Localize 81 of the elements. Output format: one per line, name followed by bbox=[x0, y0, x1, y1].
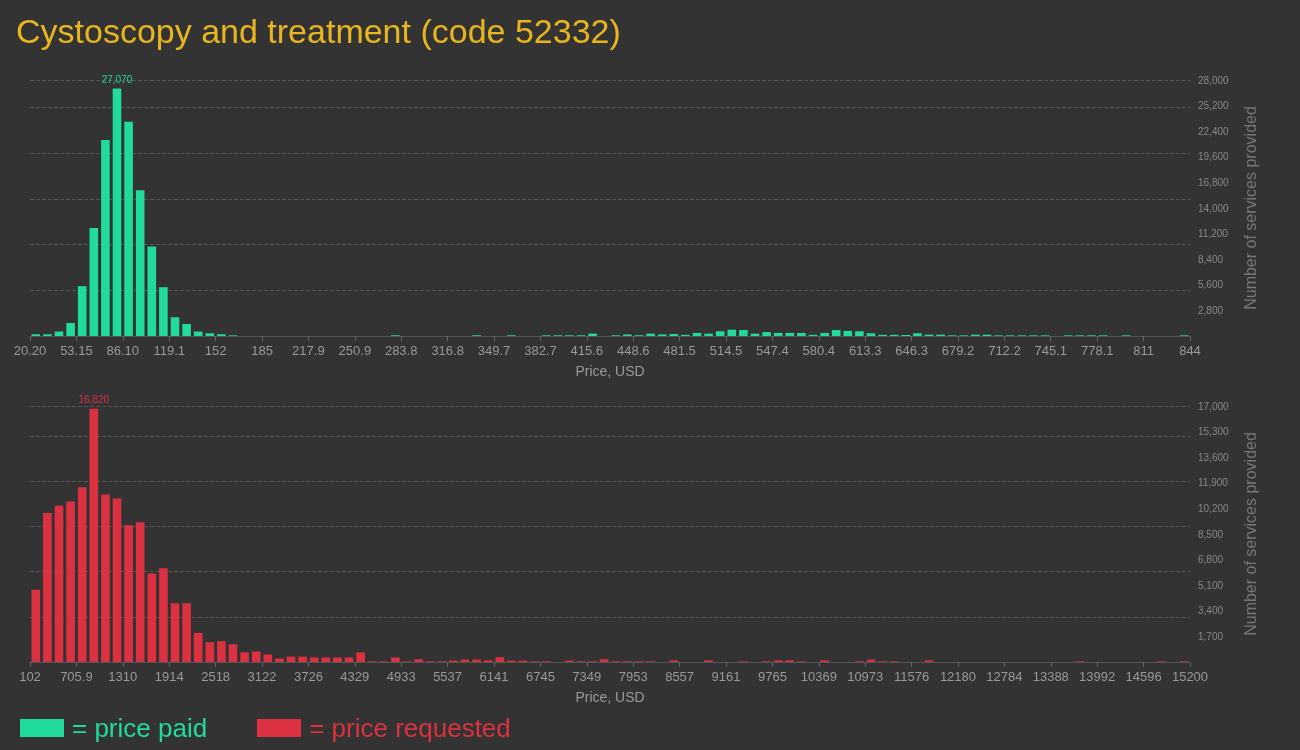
x-tick-label: 102 bbox=[19, 669, 41, 684]
x-tick-label: 119.1 bbox=[153, 343, 186, 358]
legend-label: = price requested bbox=[309, 712, 511, 744]
x-tick-label: 283.8 bbox=[384, 343, 418, 358]
y-tick-label: 1,700 bbox=[1198, 630, 1224, 642]
x-tick-label: 844 bbox=[1179, 343, 1201, 358]
y-tick-label: 6,800 bbox=[1198, 554, 1224, 566]
x-tick-label: 53.15 bbox=[60, 343, 93, 358]
legend-label: = price paid bbox=[72, 712, 208, 744]
chart-title: Cystoscopy and treatment (code 52332) bbox=[15, 11, 622, 52]
y-tick-label: 22,400 bbox=[1198, 125, 1230, 137]
x-tick-label: 514.5 bbox=[709, 343, 743, 358]
x-tick-label: 745.1 bbox=[1034, 343, 1068, 358]
x-tick-label: 6141 bbox=[479, 669, 509, 684]
x-tick-label: 712.2 bbox=[988, 343, 1021, 358]
x-tick-label: 152 bbox=[204, 343, 227, 358]
y-tick-label: 13,600 bbox=[1198, 451, 1230, 463]
y-tick-label: 10,200 bbox=[1198, 502, 1230, 514]
y-tick-label: 15,300 bbox=[1198, 426, 1230, 438]
x-tick-label: 778.1 bbox=[1080, 343, 1114, 358]
x-axis-title: Price, USD bbox=[575, 689, 645, 705]
y-tick-label: 11,900 bbox=[1198, 477, 1229, 489]
y-tick-label: 2,800 bbox=[1198, 304, 1224, 316]
x-tick-label: 382.7 bbox=[524, 343, 557, 358]
x-tick-label: 7349 bbox=[572, 669, 602, 684]
x-tick-label: 448.6 bbox=[616, 343, 650, 358]
x-tick-label: 9765 bbox=[757, 669, 787, 684]
y-tick-label: 28,000 bbox=[1198, 74, 1230, 86]
x-tick-label: 250.9 bbox=[338, 343, 372, 358]
y-tick-label: 19,600 bbox=[1198, 151, 1230, 163]
x-tick-label: 316.8 bbox=[431, 343, 464, 358]
x-tick-label: 349.7 bbox=[477, 343, 511, 358]
x-tick-label: 4933 bbox=[386, 669, 416, 684]
x-tick-label: 646.3 bbox=[895, 343, 928, 358]
x-tick-label: 13992 bbox=[1079, 669, 1116, 684]
x-tick-label: 86.10 bbox=[106, 343, 140, 358]
x-tick-label: 10973 bbox=[847, 669, 884, 684]
x-tick-label: 9161 bbox=[711, 669, 741, 684]
x-tick-label: 613.3 bbox=[848, 343, 882, 358]
x-tick-label: 20.20 bbox=[13, 343, 47, 358]
x-tick-label: 481.5 bbox=[663, 343, 696, 358]
y-tick-label: 11,200 bbox=[1198, 228, 1229, 240]
x-tick-label: 2518 bbox=[201, 669, 231, 684]
x-tick-label: 811 bbox=[1133, 343, 1154, 358]
x-tick-label: 10369 bbox=[800, 669, 837, 684]
y-tick-label: 8,500 bbox=[1198, 528, 1224, 540]
data-label: 16,820 bbox=[78, 394, 110, 406]
x-tick-label: 7953 bbox=[618, 669, 648, 684]
y-axis-title: Number of services provided bbox=[1241, 432, 1259, 636]
x-tick-label: 547.4 bbox=[756, 343, 789, 358]
y-axis-title: Number of services provided bbox=[1241, 106, 1259, 310]
y-tick-label: 8,400 bbox=[1198, 253, 1224, 265]
x-tick-label: 13388 bbox=[1032, 669, 1069, 684]
x-tick-label: 1310 bbox=[108, 669, 138, 684]
x-tick-label: 6745 bbox=[525, 669, 555, 684]
data-label: 27,070 bbox=[101, 74, 133, 85]
x-tick-label: 11576 bbox=[893, 669, 930, 684]
x-tick-label: 217.9 bbox=[292, 343, 325, 358]
y-tick-label: 14,000 bbox=[1198, 202, 1230, 214]
y-tick-label: 3,400 bbox=[1198, 605, 1224, 617]
x-axis-title: Price, USD bbox=[575, 363, 645, 379]
x-tick-label: 12784 bbox=[986, 669, 1023, 684]
x-tick-label: 12180 bbox=[939, 669, 977, 684]
x-tick-label: 1914 bbox=[154, 669, 184, 684]
y-tick-label: 5,100 bbox=[1198, 579, 1224, 591]
y-tick-label: 25,200 bbox=[1198, 100, 1230, 112]
x-tick-label: 3726 bbox=[293, 669, 323, 684]
y-tick-label: 5,600 bbox=[1198, 279, 1224, 291]
x-tick-label: 415.6 bbox=[570, 343, 604, 358]
y-tick-label: 16,800 bbox=[1198, 176, 1230, 188]
x-tick-label: 4329 bbox=[340, 669, 370, 684]
x-tick-label: 8557 bbox=[665, 669, 695, 684]
x-tick-label: 580.4 bbox=[802, 343, 836, 358]
x-tick-label: 705.9 bbox=[60, 669, 93, 684]
x-tick-label: 15200 bbox=[1171, 669, 1209, 684]
y-tick-label: 17,000 bbox=[1198, 400, 1230, 412]
x-tick-label: 14596 bbox=[1125, 669, 1162, 684]
x-tick-label: 5537 bbox=[433, 669, 463, 684]
x-tick-label: 185 bbox=[251, 343, 273, 358]
x-tick-label: 3122 bbox=[247, 669, 277, 684]
x-tick-label: 679.2 bbox=[941, 343, 975, 358]
